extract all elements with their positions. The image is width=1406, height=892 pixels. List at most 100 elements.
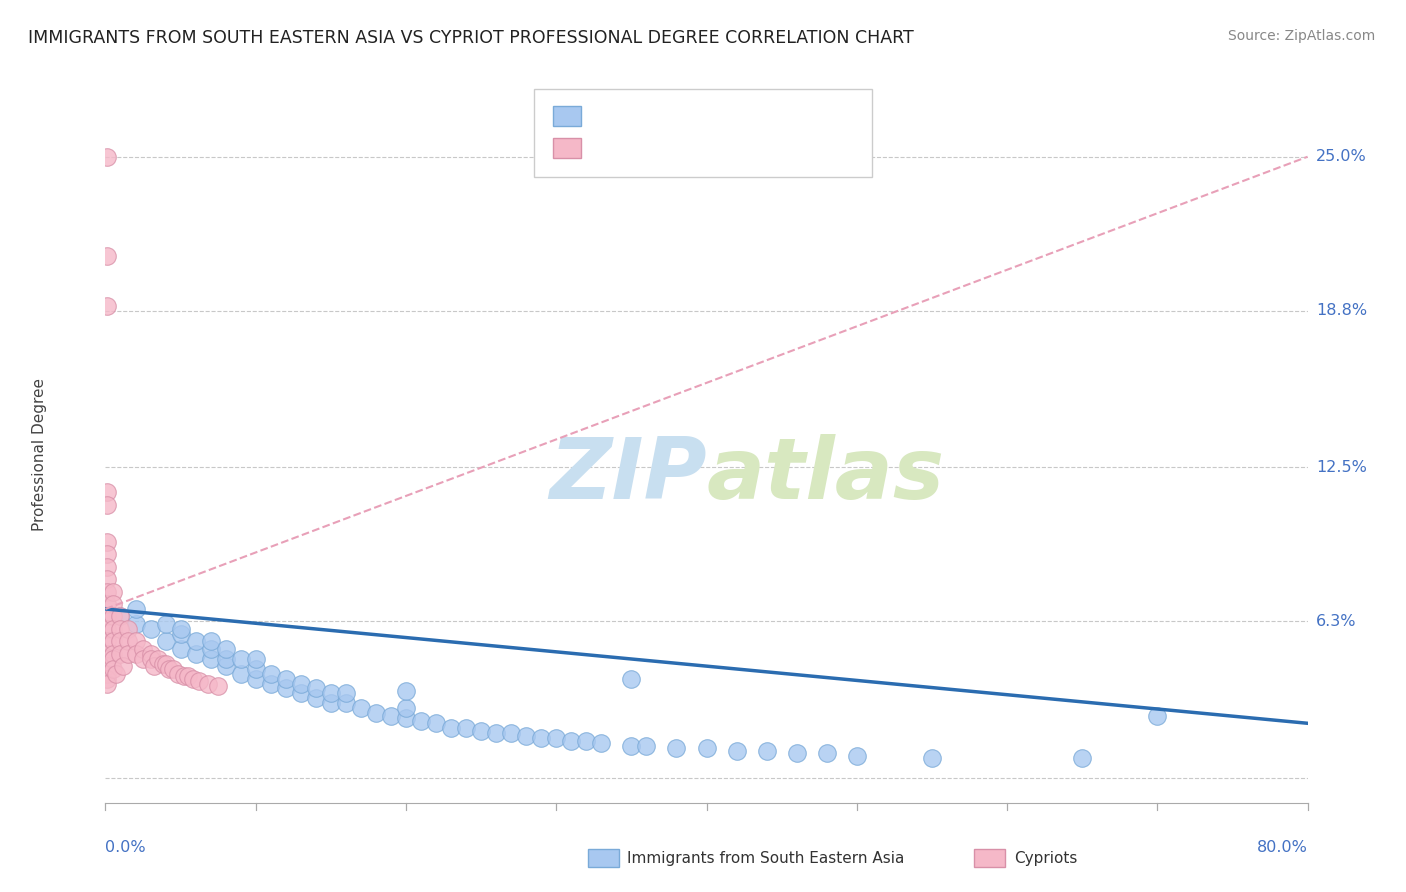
Point: [124, 602, 146, 616]
Text: 0.024: 0.024: [626, 138, 678, 156]
Point: [274, 681, 297, 696]
Point: [921, 751, 943, 765]
Point: [409, 714, 432, 728]
Text: 18.8%: 18.8%: [1316, 303, 1367, 318]
Point: [139, 651, 162, 665]
Point: [200, 641, 222, 656]
Point: [395, 711, 418, 725]
Text: N =: N =: [703, 138, 751, 156]
Point: [364, 706, 387, 721]
Point: [214, 641, 236, 656]
Point: [197, 676, 219, 690]
Point: [104, 666, 127, 681]
Point: [96, 547, 118, 561]
Point: [155, 616, 177, 631]
Text: Immigrants from South Eastern Asia: Immigrants from South Eastern Asia: [627, 851, 904, 865]
Point: [96, 672, 118, 686]
Point: [101, 584, 124, 599]
Point: [96, 647, 118, 661]
Point: [395, 684, 418, 698]
Point: [245, 672, 267, 686]
Point: [335, 686, 357, 700]
Point: [96, 535, 118, 549]
Point: [139, 647, 162, 661]
Point: [177, 669, 200, 683]
Point: [200, 634, 222, 648]
Point: [169, 622, 191, 636]
Point: [166, 666, 188, 681]
Point: [155, 657, 177, 671]
Point: [260, 666, 283, 681]
Point: [96, 584, 118, 599]
Point: [96, 498, 118, 512]
Point: [575, 733, 598, 747]
Point: [112, 659, 135, 673]
Point: [169, 641, 191, 656]
Point: [470, 723, 492, 738]
Point: [786, 746, 808, 760]
Point: [530, 731, 553, 746]
Point: [187, 674, 209, 689]
Point: [96, 597, 118, 611]
Point: [274, 672, 297, 686]
Text: Professional Degree: Professional Degree: [32, 378, 46, 532]
Text: 80.0%: 80.0%: [1257, 840, 1308, 855]
Point: [290, 676, 312, 690]
Point: [515, 729, 537, 743]
Point: [96, 609, 118, 624]
Point: [290, 686, 312, 700]
Point: [620, 672, 643, 686]
Point: [350, 701, 373, 715]
Point: [1146, 708, 1168, 723]
Point: [229, 666, 252, 681]
Point: [696, 741, 718, 756]
Text: 56: 56: [755, 138, 778, 156]
Point: [319, 686, 342, 700]
Point: [546, 731, 568, 746]
Point: [101, 647, 124, 661]
Point: [139, 622, 162, 636]
Point: [124, 634, 146, 648]
Point: [101, 662, 124, 676]
Point: [214, 651, 236, 665]
Point: [101, 622, 124, 636]
Point: [155, 634, 177, 648]
Point: [305, 691, 328, 706]
Point: [142, 659, 165, 673]
Point: [110, 647, 132, 661]
Text: atlas: atlas: [707, 434, 945, 517]
Point: [214, 659, 236, 673]
Point: [319, 697, 342, 711]
Point: [200, 651, 222, 665]
Point: [560, 733, 582, 747]
Point: [132, 641, 155, 656]
Text: 6.3%: 6.3%: [1316, 614, 1357, 629]
Text: ZIP: ZIP: [548, 434, 707, 517]
Text: Source: ZipAtlas.com: Source: ZipAtlas.com: [1227, 29, 1375, 43]
Point: [485, 726, 508, 740]
Point: [146, 651, 169, 665]
Point: [665, 741, 688, 756]
Point: [335, 697, 357, 711]
Point: [440, 721, 463, 735]
Text: Cypriots: Cypriots: [1014, 851, 1077, 865]
Point: [117, 622, 139, 636]
Point: [96, 666, 118, 681]
Point: [110, 609, 132, 624]
Point: [845, 748, 868, 763]
Text: 66: 66: [755, 106, 778, 124]
Point: [110, 634, 132, 648]
Point: [110, 622, 132, 636]
Point: [96, 485, 118, 500]
Point: [96, 634, 118, 648]
Point: [181, 672, 204, 686]
Point: [124, 616, 146, 631]
Point: [169, 627, 191, 641]
Point: [132, 651, 155, 665]
Point: [591, 736, 613, 750]
Point: [184, 634, 207, 648]
Point: [124, 647, 146, 661]
Text: -0.747: -0.747: [626, 106, 685, 124]
Point: [152, 657, 174, 671]
Point: [117, 634, 139, 648]
